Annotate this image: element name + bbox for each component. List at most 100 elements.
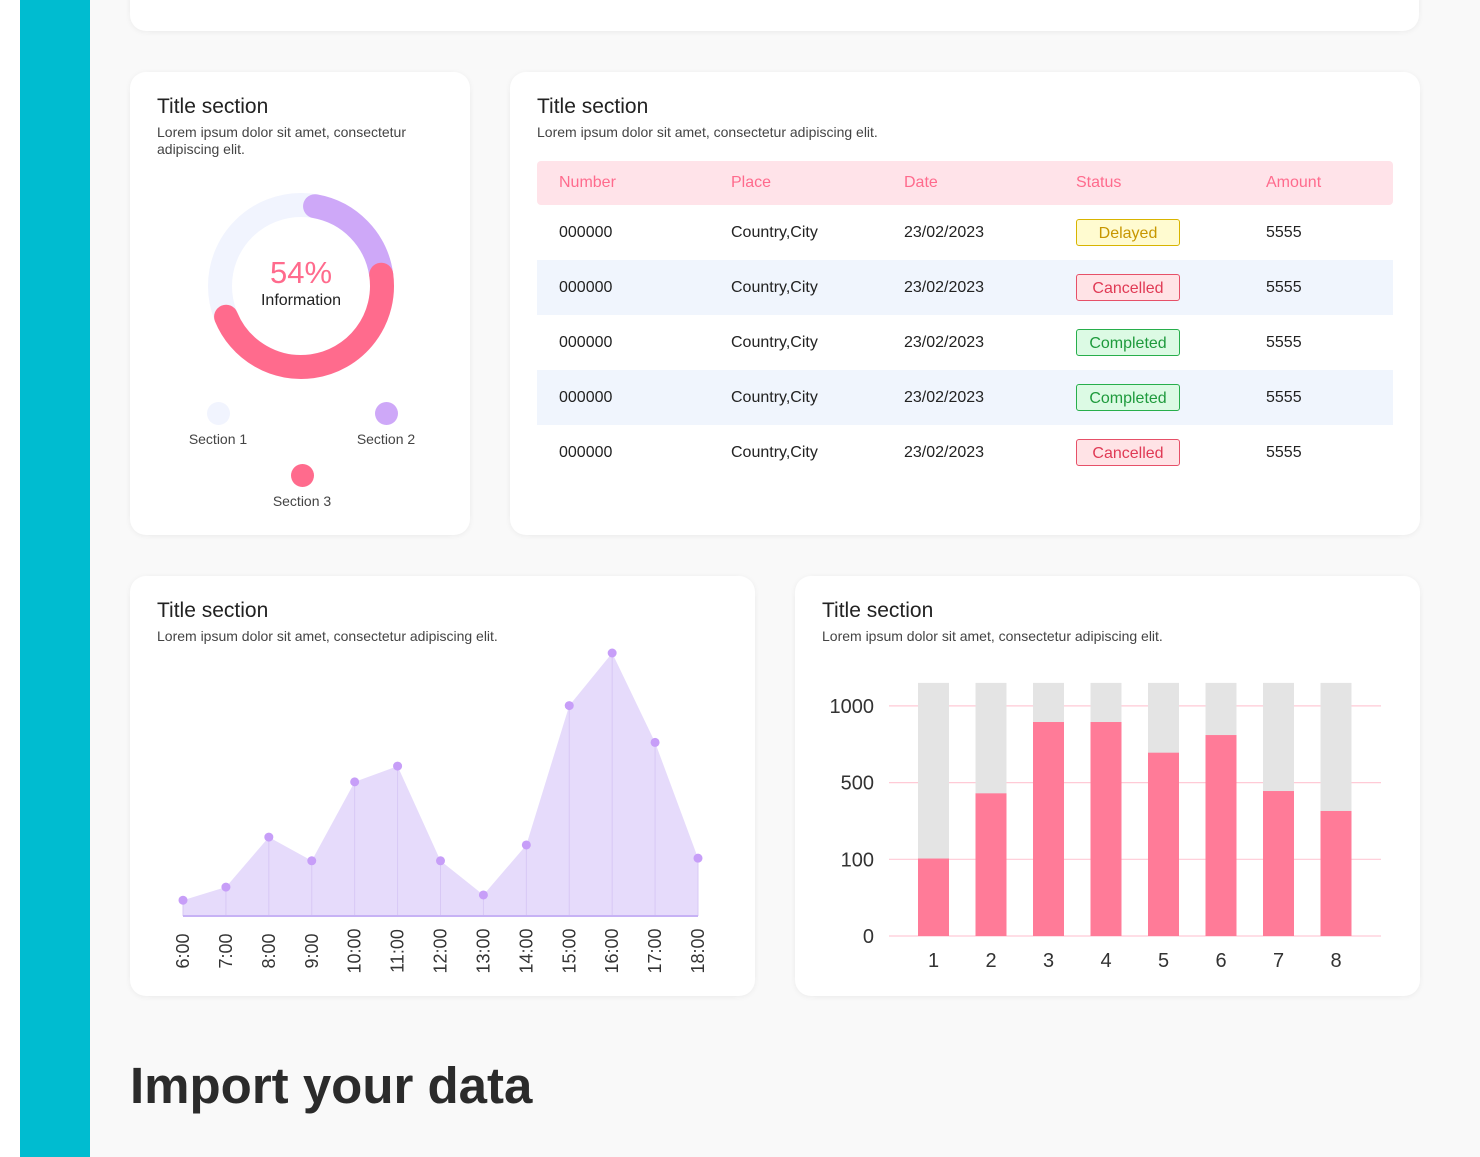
bar-value bbox=[918, 858, 949, 936]
card-subtitle: Lorem ipsum dolor sit amet, consectetur … bbox=[157, 628, 498, 644]
table-row[interactable]: 000000 Country,City 23/02/2023 Completed… bbox=[537, 370, 1393, 425]
cell-date: 23/02/2023 bbox=[904, 388, 985, 406]
cell-date: 23/02/2023 bbox=[904, 223, 985, 241]
bar-value bbox=[1033, 722, 1064, 936]
column-header-number[interactable]: Number bbox=[559, 174, 616, 191]
y-tick-label: 100 bbox=[841, 849, 874, 871]
area-point bbox=[564, 701, 574, 711]
x-tick-label: 18:00 bbox=[688, 928, 708, 973]
page-left-margin bbox=[0, 0, 20, 1157]
cell-amount: 5555 bbox=[1266, 223, 1302, 241]
bar-chart: 0 100 500 1000 1 2 3 4 5 6 7 8 bbox=[830, 682, 1381, 972]
card-subtitle: Lorem ipsum dolor sit amet, consectetur … bbox=[537, 124, 878, 140]
column-header-place[interactable]: Place bbox=[731, 174, 772, 191]
column-header-amount[interactable]: Amount bbox=[1266, 174, 1322, 191]
legend-item-section-2: Section 2 bbox=[331, 402, 441, 447]
card-subtitle: Lorem ipsum dolor sit amet, consectetur … bbox=[822, 628, 1163, 644]
cell-place: Country,City bbox=[731, 278, 818, 296]
donut-slice-section-2 bbox=[208, 193, 394, 379]
area-point bbox=[478, 890, 488, 900]
legend-item-section-3: Section 3 bbox=[247, 464, 357, 509]
x-tick-label: 8 bbox=[1330, 950, 1341, 972]
bar-value bbox=[1320, 810, 1352, 936]
area-point bbox=[693, 853, 703, 863]
x-tick-label: 11:00 bbox=[388, 929, 408, 973]
column-header-status[interactable]: Status bbox=[1076, 174, 1122, 191]
area-point bbox=[521, 840, 531, 850]
table-row[interactable]: 000000 Country,City 23/02/2023 Cancelled… bbox=[537, 425, 1393, 480]
legend-label: Section 1 bbox=[188, 431, 248, 447]
bar-value bbox=[1148, 752, 1179, 936]
cell-amount: 5555 bbox=[1266, 333, 1302, 351]
cell-amount: 5555 bbox=[1266, 278, 1302, 296]
legend-item-section-1: Section 1 bbox=[163, 402, 273, 447]
data-table: Number Place Date Status Amount 000000 C… bbox=[537, 161, 1393, 480]
legend-label: Section 3 bbox=[272, 493, 332, 509]
top-card-partial bbox=[130, 0, 1419, 31]
x-tick-label: 2 bbox=[985, 950, 996, 972]
x-tick-label: 8:00 bbox=[259, 933, 279, 968]
x-tick-label: 5 bbox=[1158, 950, 1169, 972]
cell-date: 23/02/2023 bbox=[904, 443, 985, 461]
donut-percent: 54% bbox=[269, 255, 333, 290]
column-header-date[interactable]: Date bbox=[904, 174, 938, 191]
cell-status: Delayed bbox=[1054, 205, 1244, 260]
donut-svg bbox=[208, 193, 394, 379]
card-title: Title section bbox=[157, 95, 269, 118]
status-badge: Cancelled bbox=[1076, 439, 1180, 466]
table-row[interactable]: 000000 Country,City 23/02/2023 Cancelled… bbox=[537, 260, 1393, 315]
x-tick-label: 6 bbox=[1215, 950, 1226, 972]
x-tick-label: 3 bbox=[1043, 950, 1054, 972]
legend-dot-section-1 bbox=[206, 402, 230, 425]
status-badge: Completed bbox=[1076, 329, 1180, 356]
area-point bbox=[607, 648, 617, 658]
cell-date: 23/02/2023 bbox=[904, 278, 985, 296]
donut-card: Title section Lorem ipsum dolor sit amet… bbox=[130, 72, 470, 535]
donut-center: 54% Information bbox=[206, 191, 396, 381]
area-point bbox=[393, 761, 403, 771]
y-tick-label: 1000 bbox=[830, 696, 875, 718]
legend-label: Section 2 bbox=[356, 431, 416, 447]
bar-value bbox=[1263, 791, 1294, 936]
sidebar bbox=[20, 0, 90, 1157]
area-point bbox=[307, 856, 317, 866]
y-tick-label: 500 bbox=[841, 773, 874, 795]
area-point bbox=[178, 895, 188, 905]
donut-slice-section-3 bbox=[208, 193, 394, 379]
area-chart: 6:00 7:00 8:00 9:00 10:00 11:00 12:00 13:00 14:0… bbox=[173, 648, 708, 974]
cell-status: Completed bbox=[1054, 370, 1244, 425]
card-subtitle: Lorem ipsum dolor sit amet, consectetur … bbox=[157, 124, 406, 157]
cell-place: Country,City bbox=[731, 333, 818, 351]
cell-date: 23/02/2023 bbox=[904, 333, 985, 351]
x-tick-label: 4 bbox=[1100, 950, 1111, 972]
legend-dot-section-3 bbox=[290, 464, 314, 487]
cell-place: Country,City bbox=[731, 223, 818, 241]
status-badge: Delayed bbox=[1076, 219, 1180, 246]
cell-number: 000000 bbox=[559, 278, 613, 296]
cell-status: Cancelled bbox=[1054, 260, 1244, 315]
card-title: Title section bbox=[537, 95, 649, 118]
x-tick-label: 10:00 bbox=[345, 928, 365, 973]
cell-number: 000000 bbox=[559, 388, 613, 406]
bar-value bbox=[1090, 722, 1122, 936]
donut-center-label: Information bbox=[260, 292, 342, 309]
card-title: Title section bbox=[822, 599, 934, 622]
section-heading: Import your data bbox=[130, 1057, 533, 1114]
cell-place: Country,City bbox=[731, 388, 818, 406]
area-point bbox=[264, 832, 274, 842]
x-tick-label: 12:00 bbox=[431, 928, 451, 973]
x-tick-label: 7:00 bbox=[216, 933, 236, 968]
table-row[interactable]: 000000 Country,City 23/02/2023 Completed… bbox=[537, 315, 1393, 370]
area-point bbox=[650, 737, 660, 747]
card-title: Title section bbox=[157, 599, 269, 622]
cell-status: Cancelled bbox=[1054, 425, 1244, 480]
area-chart-card: Title section Lorem ipsum dolor sit amet… bbox=[130, 576, 755, 996]
x-tick-label: 16:00 bbox=[602, 928, 622, 973]
table-row[interactable]: 000000 Country,City 23/02/2023 Delayed 5… bbox=[537, 205, 1393, 260]
bar-value bbox=[975, 793, 1007, 936]
status-badge: Cancelled bbox=[1076, 274, 1180, 301]
status-badge: Completed bbox=[1076, 384, 1180, 411]
cell-amount: 5555 bbox=[1266, 443, 1302, 461]
x-tick-label: 7 bbox=[1273, 950, 1284, 972]
donut-chart: 54% Information bbox=[206, 191, 396, 381]
